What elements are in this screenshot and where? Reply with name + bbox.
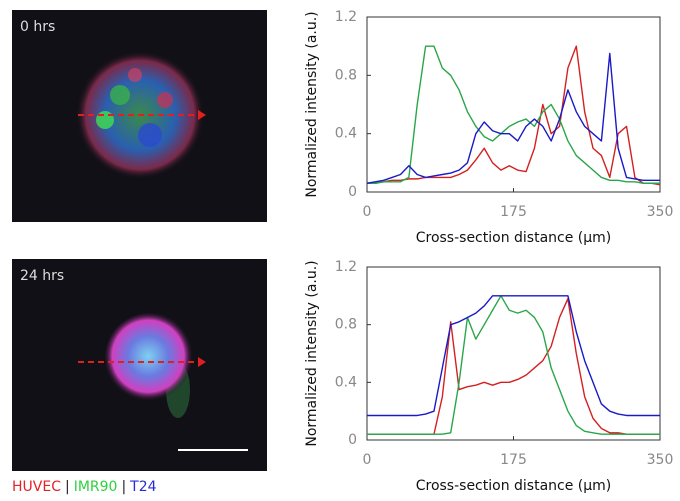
x-axis-label: Cross-section distance (μm) [416, 478, 612, 494]
y-tick-label: 0.4 [335, 374, 357, 390]
y-tick-label: 0 [348, 432, 357, 448]
y-tick-label: 0.4 [335, 126, 357, 142]
legend-separator: | [121, 479, 126, 495]
series-line [367, 295, 660, 435]
x-tick-label: 175 [500, 204, 527, 220]
y-tick-label: 0.8 [335, 67, 357, 83]
image-24hrs: 24 hrs [12, 259, 267, 471]
y-tick-label: 0 [348, 184, 357, 200]
series-line [367, 45, 660, 184]
x-tick-label: 350 [647, 204, 674, 220]
y-tick-label: 1.2 [335, 9, 357, 25]
series-line [367, 45, 661, 186]
panel-label: 0 hrs [20, 19, 55, 35]
x-tick-label: 0 [363, 204, 372, 220]
image-0hrs: 0 hrs [12, 10, 267, 222]
x-axis-label: Cross-section distance (μm) [416, 230, 612, 246]
series-line [366, 52, 660, 184]
y-axis-label: Normalized intensity (a.u.) [304, 11, 320, 197]
x-tick-label: 0 [363, 452, 372, 468]
legend-item: HUVEC [12, 479, 61, 495]
y-tick-label: 1.2 [335, 259, 357, 275]
legend-item: IMR90 [74, 479, 118, 495]
plot-frame [366, 16, 661, 193]
legend-item: T24 [129, 479, 156, 495]
x-tick-label: 175 [500, 452, 527, 468]
y-axis-label: Normalized intensity (a.u.) [304, 260, 320, 446]
legend-separator: | [65, 479, 70, 495]
legend: HUVEC | IMR90 | T24 [12, 479, 157, 495]
x-tick-label: 350 [647, 452, 674, 468]
series-line [367, 295, 660, 417]
y-tick-label: 0.8 [335, 317, 357, 333]
panel-label: 24 hrs [20, 268, 64, 284]
